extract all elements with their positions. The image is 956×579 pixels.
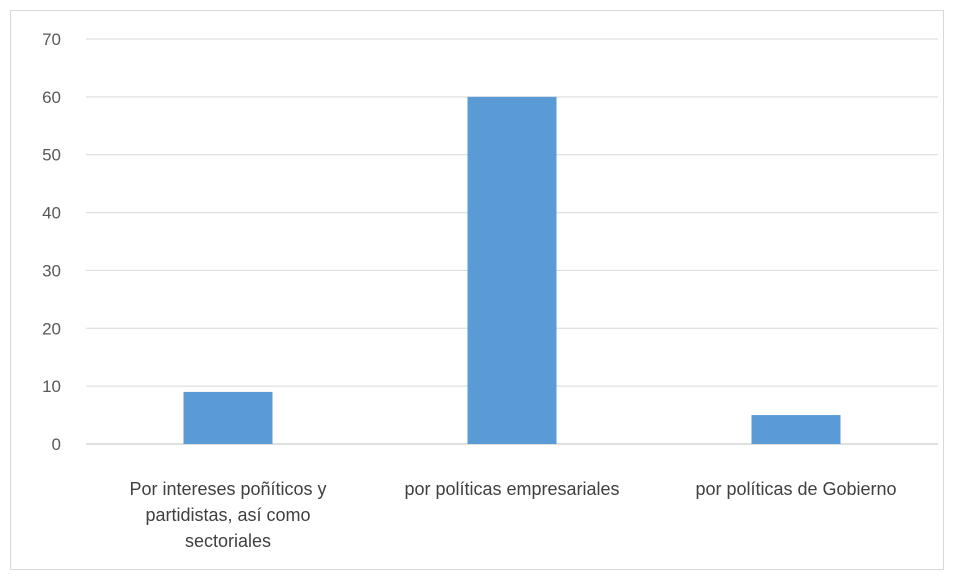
bar-2 — [467, 96, 557, 444]
bar-1 — [183, 391, 273, 444]
y-tick-label-40: 40 — [42, 204, 61, 223]
y-tick-label-30: 30 — [42, 261, 61, 280]
y-tick-label-60: 60 — [42, 88, 61, 107]
y-tick-label-70: 70 — [42, 30, 61, 49]
bar-3 — [751, 415, 841, 444]
x-category-label-1-line-2: partidistas, así como — [145, 505, 310, 525]
x-category-label-1-line-1: Por intereses poñíticos y — [129, 479, 326, 499]
y-tick-label-50: 50 — [42, 146, 61, 165]
x-category-label-2-line-1: por políticas empresariales — [404, 479, 619, 499]
y-tick-label-10: 10 — [42, 377, 61, 396]
y-tick-label-20: 20 — [42, 319, 61, 338]
x-category-label-3-line-1: por políticas de Gobierno — [695, 479, 896, 499]
y-tick-label-0: 0 — [52, 435, 61, 454]
x-category-label-1-line-3: sectoriales — [185, 531, 271, 551]
